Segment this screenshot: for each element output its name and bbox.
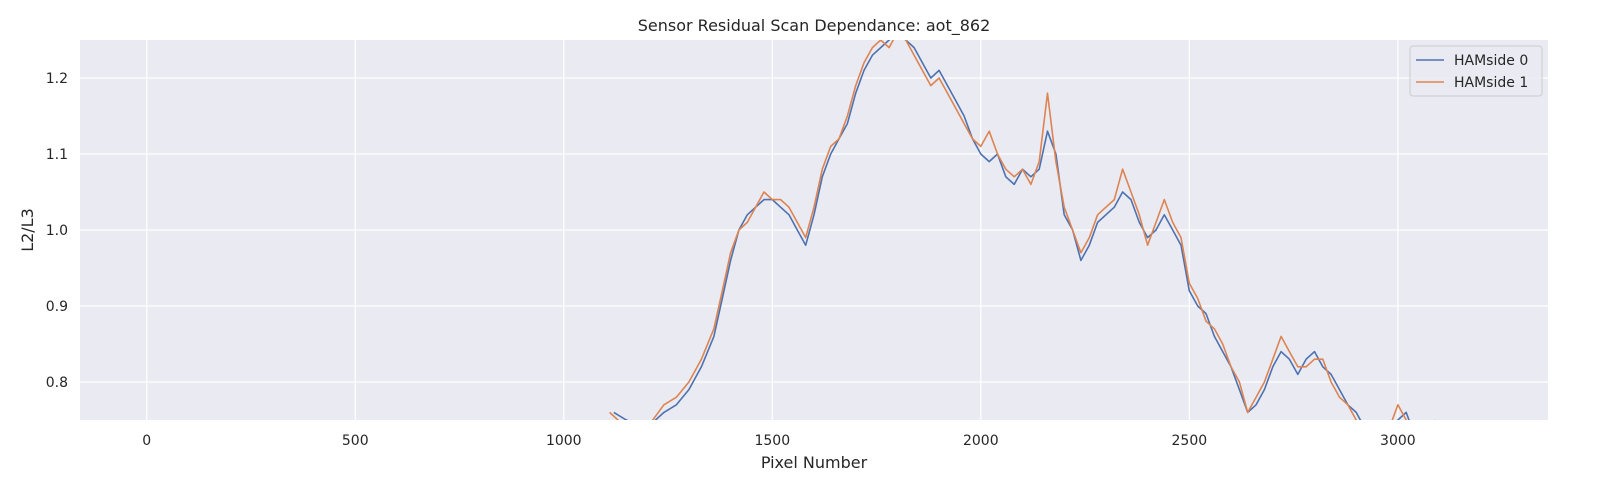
- legend-box: [1409, 45, 1543, 97]
- y-tick-label: 1.1: [46, 147, 68, 163]
- y-tick-labels: 0.8 0.9 1.0 1.1 1.2: [46, 71, 68, 391]
- legend-entry: HAMside 1: [1454, 75, 1528, 91]
- x-tick-label: 0: [142, 433, 151, 449]
- y-tick-label: 1.0: [46, 223, 68, 239]
- x-tick-label: 1500: [754, 433, 790, 449]
- y-tick-label: 1.2: [46, 71, 68, 87]
- y-tick-label: 0.8: [46, 375, 68, 391]
- x-tick-label: 2000: [963, 433, 999, 449]
- x-tick-label: 500: [342, 433, 369, 449]
- x-tick-label: 1000: [546, 433, 582, 449]
- chart-title: Sensor Residual Scan Dependance: aot_862: [638, 16, 991, 36]
- legend-entry: HAMside 0: [1454, 53, 1528, 69]
- x-tick-label: 3000: [1380, 433, 1416, 449]
- y-axis-label: L2/L3: [18, 208, 37, 252]
- series-line-hamside-1: [609, 40, 1436, 420]
- grid: [80, 40, 1548, 420]
- x-tick-label: 2500: [1172, 433, 1208, 449]
- x-tick-labels: 0 500 1000 1500 2000 2500 3000: [142, 433, 1415, 449]
- y-tick-label: 0.9: [46, 299, 68, 315]
- series-group: [609, 40, 1436, 420]
- legend: HAMside 0 HAMside 1: [1409, 45, 1543, 97]
- x-axis-label: Pixel Number: [761, 453, 868, 472]
